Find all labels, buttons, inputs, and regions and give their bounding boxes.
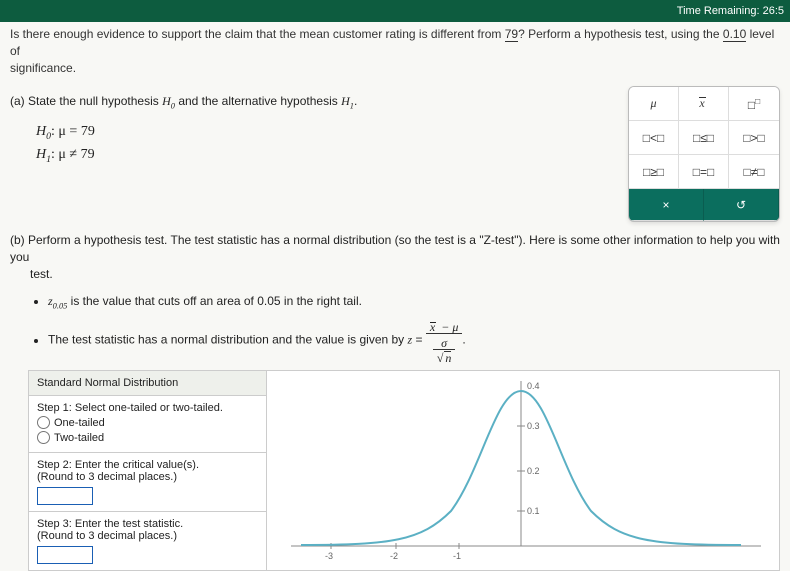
bullet-formula: The test statistic has a normal distribu… xyxy=(48,319,780,362)
step3-label: Step 3: Enter the test statistic.(Round … xyxy=(37,518,258,542)
z-test-panel: Standard Normal Distribution Step 1: Sel… xyxy=(28,370,780,571)
palette-le[interactable]: □≤□ xyxy=(679,121,729,155)
palette-xbar[interactable]: x xyxy=(679,87,729,121)
svg-text:0.3: 0.3 xyxy=(527,421,540,431)
palette-undo-button[interactable]: ↺ xyxy=(704,189,779,221)
hypothesis-h1: H1: μ ≠ 79 xyxy=(36,144,612,167)
svg-text:0.1: 0.1 xyxy=(527,506,540,516)
test-statistic-input[interactable] xyxy=(37,546,93,564)
palette-ne[interactable]: □≠□ xyxy=(729,155,779,189)
bullet-z-alpha: z0.05 is the value that cuts off an area… xyxy=(48,291,780,314)
step2-label: Step 2: Enter the critical value(s).(Rou… xyxy=(37,459,258,483)
hypothesis-h0: H0: μ = 79 xyxy=(36,121,612,144)
palette-lt[interactable]: □<□ xyxy=(629,121,679,155)
part-a-label: (a) State the null hypothesis H0 and the… xyxy=(10,94,612,110)
palette-gt[interactable]: □>□ xyxy=(729,121,779,155)
dist-title: Standard Normal Distribution xyxy=(29,371,266,396)
svg-text:-1: -1 xyxy=(453,551,461,561)
top-bar: Time Remaining: 26:5 xyxy=(0,0,790,22)
radio-one-tailed[interactable]: One-tailed xyxy=(37,416,258,429)
normal-curve-chart: 0.4 0.3 0.2 0.1 -3 -2 -1 xyxy=(271,371,779,570)
palette-power[interactable]: □□ xyxy=(729,87,779,121)
svg-text:0.2: 0.2 xyxy=(527,466,540,476)
palette-ge[interactable]: □≥□ xyxy=(629,155,679,189)
palette-clear-button[interactable]: × xyxy=(629,189,704,221)
svg-text:-2: -2 xyxy=(390,551,398,561)
time-remaining: Time Remaining: 26:5 xyxy=(677,5,784,17)
radio-two-tailed[interactable]: Two-tailed xyxy=(37,431,258,444)
step1-label: Step 1: Select one-tailed or two-tailed. xyxy=(37,402,258,414)
palette-eq[interactable]: □=□ xyxy=(679,155,729,189)
svg-text:-3: -3 xyxy=(325,551,333,561)
ytick-04: 0.4 xyxy=(527,381,540,391)
part-b-label: (b) Perform a hypothesis test. The test … xyxy=(10,232,780,282)
symbol-palette: μ x □□ □<□ □≤□ □>□ □≥□ □=□ □≠□ × ↺ xyxy=(628,86,780,222)
question-text: Is there enough evidence to support the … xyxy=(10,26,780,76)
palette-mu[interactable]: μ xyxy=(629,87,679,121)
critical-value-input[interactable] xyxy=(37,487,93,505)
